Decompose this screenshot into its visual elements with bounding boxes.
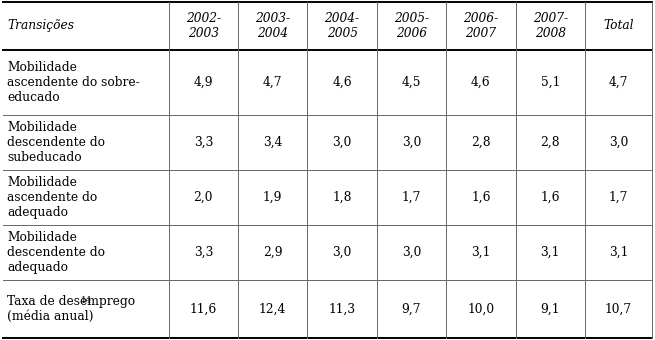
Text: 4,5: 4,5 [402,76,421,89]
Text: 3,1: 3,1 [471,246,491,259]
Text: 1,8: 1,8 [332,191,352,204]
Text: 9,1: 9,1 [540,303,560,316]
Text: 1,6: 1,6 [540,191,560,204]
Text: 2003-
2004: 2003- 2004 [255,12,290,40]
Text: Transições: Transições [7,19,74,32]
Text: 3,3: 3,3 [194,136,213,149]
Text: 4,6: 4,6 [332,76,352,89]
Text: 10,0: 10,0 [467,303,495,316]
Text: 1,7: 1,7 [608,191,628,204]
Text: 1,9: 1,9 [263,191,282,204]
Text: 14: 14 [81,296,92,305]
Text: Total: Total [603,19,633,32]
Text: 1,6: 1,6 [471,191,491,204]
Text: 2005-
2006: 2005- 2006 [394,12,429,40]
Text: 4,9: 4,9 [193,76,213,89]
Text: 2004-
2005: 2004- 2005 [324,12,360,40]
Text: 3,4: 3,4 [263,136,282,149]
Text: 2,0: 2,0 [194,191,213,204]
Text: 4,7: 4,7 [608,76,628,89]
Text: 3,0: 3,0 [402,136,421,149]
Text: 11,3: 11,3 [329,303,356,316]
Text: 3,0: 3,0 [608,136,628,149]
Text: Mobilidade
ascendente do sobre-
educado: Mobilidade ascendente do sobre- educado [7,61,140,104]
Text: 9,7: 9,7 [402,303,421,316]
Text: 4,6: 4,6 [471,76,491,89]
Text: Mobilidade
ascendente do
adequado: Mobilidade ascendente do adequado [7,176,98,219]
Text: 2002-
2003: 2002- 2003 [186,12,221,40]
Text: Mobilidade
descendente do
subeducado: Mobilidade descendente do subeducado [7,121,105,164]
Text: 5,1: 5,1 [540,76,560,89]
Text: 2,9: 2,9 [263,246,282,259]
Text: 2007-
2008: 2007- 2008 [533,12,568,40]
Text: 3,0: 3,0 [332,246,352,259]
Text: 4,7: 4,7 [263,76,282,89]
Text: 2006-
2007: 2006- 2007 [463,12,498,40]
Text: 3,3: 3,3 [194,246,213,259]
Text: 12,4: 12,4 [259,303,286,316]
Text: 3,0: 3,0 [402,246,421,259]
Text: 1,7: 1,7 [402,191,421,204]
Text: Taxa de desemprego
(média anual): Taxa de desemprego (média anual) [7,295,136,323]
Text: 11,6: 11,6 [190,303,217,316]
Text: 3,1: 3,1 [540,246,560,259]
Text: 3,1: 3,1 [608,246,628,259]
Text: 3,0: 3,0 [332,136,352,149]
Text: 10,7: 10,7 [605,303,632,316]
Text: Mobilidade
descendente do
adequado: Mobilidade descendente do adequado [7,231,105,274]
Text: 2,8: 2,8 [540,136,560,149]
Text: 2,8: 2,8 [471,136,491,149]
